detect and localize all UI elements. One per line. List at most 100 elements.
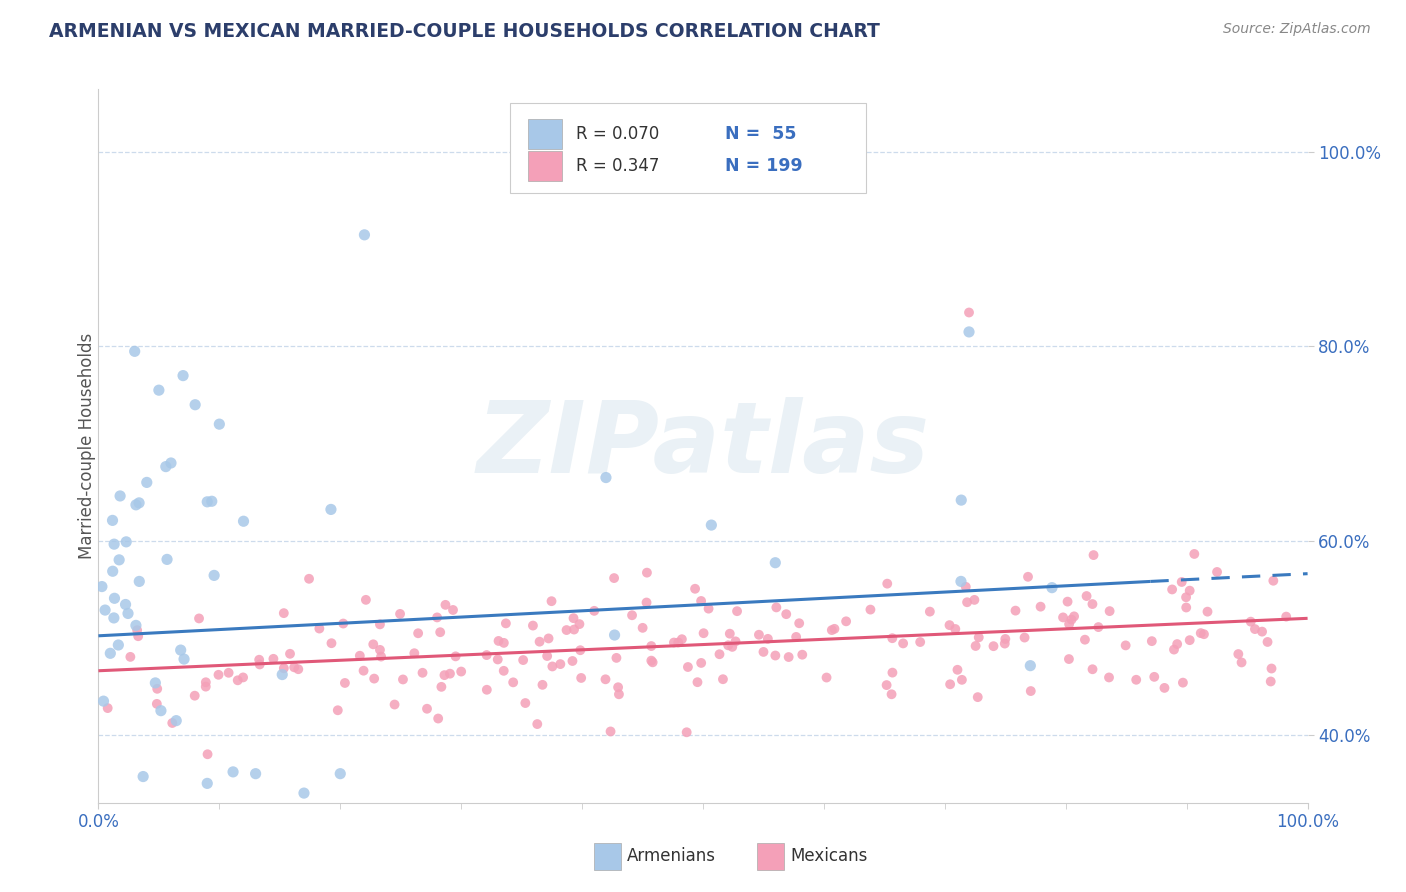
Point bbox=[273, 661, 295, 675]
Point bbox=[1017, 570, 1039, 584]
Point bbox=[1178, 583, 1201, 598]
Point bbox=[537, 632, 560, 646]
Point bbox=[1125, 673, 1147, 687]
Point bbox=[967, 631, 990, 645]
Point bbox=[515, 696, 537, 710]
Point bbox=[114, 598, 136, 612]
Point bbox=[486, 652, 509, 666]
Point bbox=[475, 648, 498, 662]
Point bbox=[128, 574, 150, 589]
Point bbox=[950, 493, 973, 508]
Point bbox=[957, 325, 980, 339]
Point bbox=[249, 657, 271, 672]
Point bbox=[148, 383, 170, 397]
Point bbox=[222, 764, 245, 779]
Point bbox=[226, 673, 249, 688]
Point bbox=[1197, 605, 1219, 619]
Point bbox=[569, 643, 592, 657]
Point bbox=[641, 656, 664, 670]
Point bbox=[595, 470, 617, 484]
Point bbox=[957, 305, 980, 319]
Point bbox=[353, 664, 375, 678]
Point bbox=[939, 677, 962, 691]
Point bbox=[430, 680, 453, 694]
Point bbox=[882, 631, 904, 645]
Text: ARMENIAN VS MEXICAN MARRIED-COUPLE HOUSEHOLDS CORRELATION CHART: ARMENIAN VS MEXICAN MARRIED-COUPLE HOUSE… bbox=[49, 22, 880, 41]
Point bbox=[384, 698, 406, 712]
Point bbox=[101, 564, 124, 578]
Point bbox=[1175, 600, 1198, 615]
Point bbox=[103, 537, 125, 551]
Point bbox=[621, 608, 644, 623]
Point bbox=[1014, 631, 1036, 645]
Point bbox=[444, 649, 467, 664]
Point bbox=[963, 593, 986, 607]
Point bbox=[245, 766, 267, 780]
Point bbox=[1098, 670, 1121, 684]
Text: Source: ZipAtlas.com: Source: ZipAtlas.com bbox=[1223, 22, 1371, 37]
Point bbox=[492, 664, 515, 678]
Point bbox=[512, 653, 534, 667]
Point bbox=[125, 618, 148, 632]
Point bbox=[725, 604, 748, 618]
Point bbox=[103, 591, 125, 606]
Point bbox=[195, 495, 218, 509]
Point bbox=[692, 626, 714, 640]
Point bbox=[416, 702, 439, 716]
Point bbox=[155, 459, 177, 474]
Point bbox=[149, 704, 172, 718]
Point bbox=[880, 687, 903, 701]
Point bbox=[368, 617, 391, 632]
Point bbox=[195, 776, 218, 790]
Point bbox=[426, 610, 449, 624]
Text: Armenians: Armenians bbox=[627, 847, 716, 865]
Point bbox=[326, 703, 349, 717]
Point bbox=[823, 622, 845, 636]
Point bbox=[287, 662, 309, 676]
Point bbox=[1166, 637, 1188, 651]
Point bbox=[636, 566, 658, 580]
Point bbox=[1153, 681, 1175, 695]
Point bbox=[98, 646, 121, 660]
Point bbox=[1083, 548, 1105, 562]
Point bbox=[697, 601, 720, 615]
Point bbox=[298, 572, 321, 586]
Point bbox=[495, 616, 517, 631]
Point bbox=[792, 648, 814, 662]
Point bbox=[603, 628, 626, 642]
Point bbox=[1076, 589, 1098, 603]
Point bbox=[363, 672, 385, 686]
Point bbox=[950, 673, 973, 687]
Point bbox=[748, 628, 770, 642]
Point bbox=[97, 701, 120, 715]
Point bbox=[135, 475, 157, 490]
Point bbox=[529, 634, 551, 648]
Point bbox=[183, 689, 205, 703]
Point bbox=[1063, 609, 1085, 624]
Point bbox=[319, 502, 342, 516]
Point bbox=[1140, 634, 1163, 648]
Point bbox=[370, 649, 392, 664]
Point bbox=[1170, 574, 1192, 589]
Point bbox=[197, 747, 219, 762]
Point bbox=[1189, 626, 1212, 640]
Point bbox=[724, 634, 747, 648]
Point bbox=[1056, 594, 1078, 608]
Point bbox=[690, 656, 713, 670]
Point bbox=[1098, 604, 1121, 618]
Point bbox=[662, 635, 685, 649]
Point bbox=[994, 632, 1017, 646]
Point bbox=[392, 673, 415, 687]
Point bbox=[1175, 591, 1198, 605]
Point bbox=[763, 556, 786, 570]
Point bbox=[1029, 599, 1052, 614]
Point bbox=[389, 607, 412, 621]
Bar bbox=[527, 151, 561, 180]
Point bbox=[292, 786, 315, 800]
Point bbox=[475, 682, 498, 697]
Point bbox=[194, 675, 217, 690]
Bar bbox=[758, 843, 785, 870]
Point bbox=[785, 630, 807, 644]
Point bbox=[1074, 632, 1097, 647]
Point bbox=[965, 639, 987, 653]
